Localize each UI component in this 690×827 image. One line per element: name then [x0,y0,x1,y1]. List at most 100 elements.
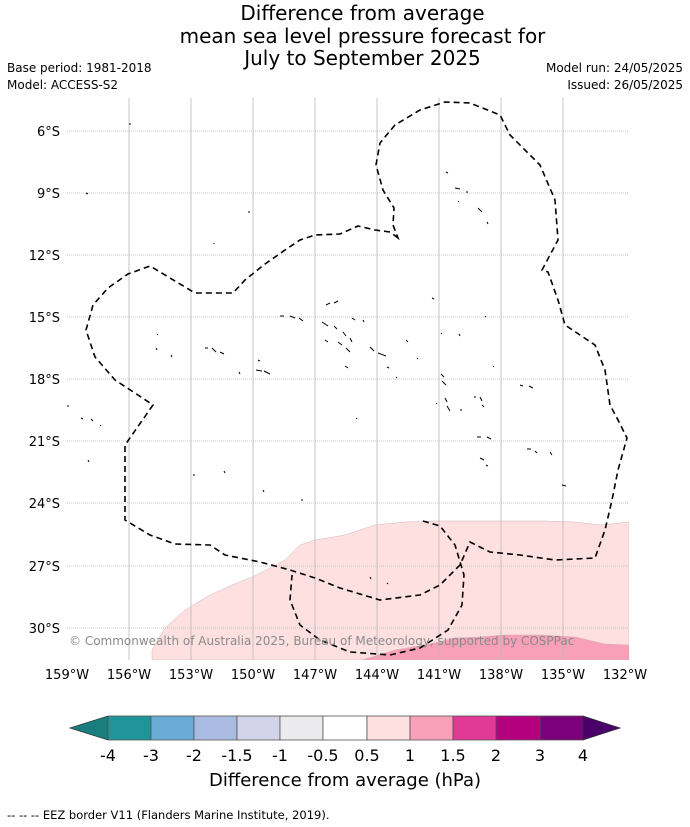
island [479,457,485,461]
colorbar-segment [279,715,324,741]
island [440,373,447,386]
island [484,315,487,318]
island [405,339,409,343]
island [337,341,351,353]
colorbar-tick-label: 1 [405,746,415,765]
colorbar-segment [409,715,454,741]
lon-label: 144°W [355,668,399,683]
island [156,333,159,336]
island [80,417,94,422]
lat-label: 21°S [29,435,60,450]
island [416,357,419,360]
island [362,319,365,323]
island [324,339,329,343]
island [445,171,449,174]
title-line-3: July to September 2025 [244,46,481,70]
colorbar-tick-label: 4 [578,746,588,765]
copyright-notice: © Commonwealth of Australia 2025, Bureau… [69,634,575,648]
colorbar-segment [452,715,497,741]
colorbar-tick-label: 1.5 [440,746,465,765]
island [457,200,460,203]
lon-label: 150°W [231,668,275,683]
colorbar-tick-label: 2 [491,746,501,765]
colorbar-tick-label: 0.5 [354,746,379,765]
lat-label: 12°S [29,249,60,264]
lon-label: 156°W [107,668,151,683]
colorbar-tick-label: -1.5 [221,746,252,765]
meta-right: Model run: 24/05/2025 Issued: 26/05/2025 [546,60,683,94]
island [280,315,304,322]
island [527,448,538,454]
lat-label: 15°S [29,311,60,326]
colorbar-max-arrow [582,715,622,741]
island [435,402,438,405]
colorbar-segment [150,715,195,741]
lat-label: 30°S [29,622,60,637]
lon-label: 159°W [45,668,89,683]
island [262,489,265,493]
island [99,424,102,427]
lat-label: 9°S [37,187,60,202]
eez-borders [85,101,628,656]
island [257,359,261,362]
island [87,459,90,463]
meta-left: Base period: 1981-2018 Model: ACCESS-S2 [7,60,152,94]
islands [67,123,567,585]
island [238,371,241,375]
colorbar-tick-label: -1 [272,746,288,765]
colorbar-segment [539,715,584,741]
lon-label: 132°W [603,668,647,683]
lon-label: 153°W [169,668,213,683]
island [431,297,435,300]
eez-border-south [289,520,465,656]
island [549,451,553,456]
colorbar-segment [322,715,368,741]
island [486,221,489,225]
colorbar-tick-label: -3 [143,746,159,765]
island [477,436,492,440]
island [351,317,356,321]
colorbar-segment [236,715,281,741]
colorbar-tick-label: -0.5 [307,746,338,765]
eez-border-main [85,101,628,601]
island [85,192,89,195]
colorbar-tick-label: -2 [186,746,202,765]
island [342,331,353,343]
colorbar-tick-label: 3 [535,746,545,765]
island [485,464,489,467]
island [205,347,225,355]
map-title: Difference from average mean sea level p… [0,2,690,70]
island [458,333,461,337]
colorbar: -4 -3 -2 -1.5 -1 -0.5 0.5 1 1.5 2 3 4 [68,715,622,765]
island [386,582,389,585]
island [170,354,173,358]
model-name: Model: ACCESS-S2 [7,78,119,92]
island [155,347,158,351]
island [344,365,349,369]
colorbar-tick-label: -4 [100,746,116,765]
island [355,417,358,420]
colorbar-segment [495,715,541,741]
colorbar-segment [193,715,238,741]
island [369,346,387,357]
island [369,576,372,580]
island [492,365,495,368]
anomaly-fill [151,520,629,660]
lat-label: 6°S [37,125,60,140]
lat-label: 18°S [29,373,60,388]
lon-label: 141°W [417,668,461,683]
lon-label: 135°W [541,668,585,683]
colorbar-min-arrow [68,715,109,741]
model-run: Model run: 24/05/2025 [545,61,683,75]
title-line-1: Difference from average [240,1,485,25]
island [395,376,398,379]
island [321,321,338,330]
island [440,332,443,335]
lat-label: 27°S [29,560,60,575]
lon-label: 138°W [479,668,523,683]
island [454,187,461,190]
anomaly-region-0.5-1 [151,520,629,660]
eez-footnote: -- -- -- EEZ border V11 (Flanders Marine… [7,808,330,822]
island [255,369,271,375]
issued-date: Issued: 26/05/2025 [567,78,683,92]
